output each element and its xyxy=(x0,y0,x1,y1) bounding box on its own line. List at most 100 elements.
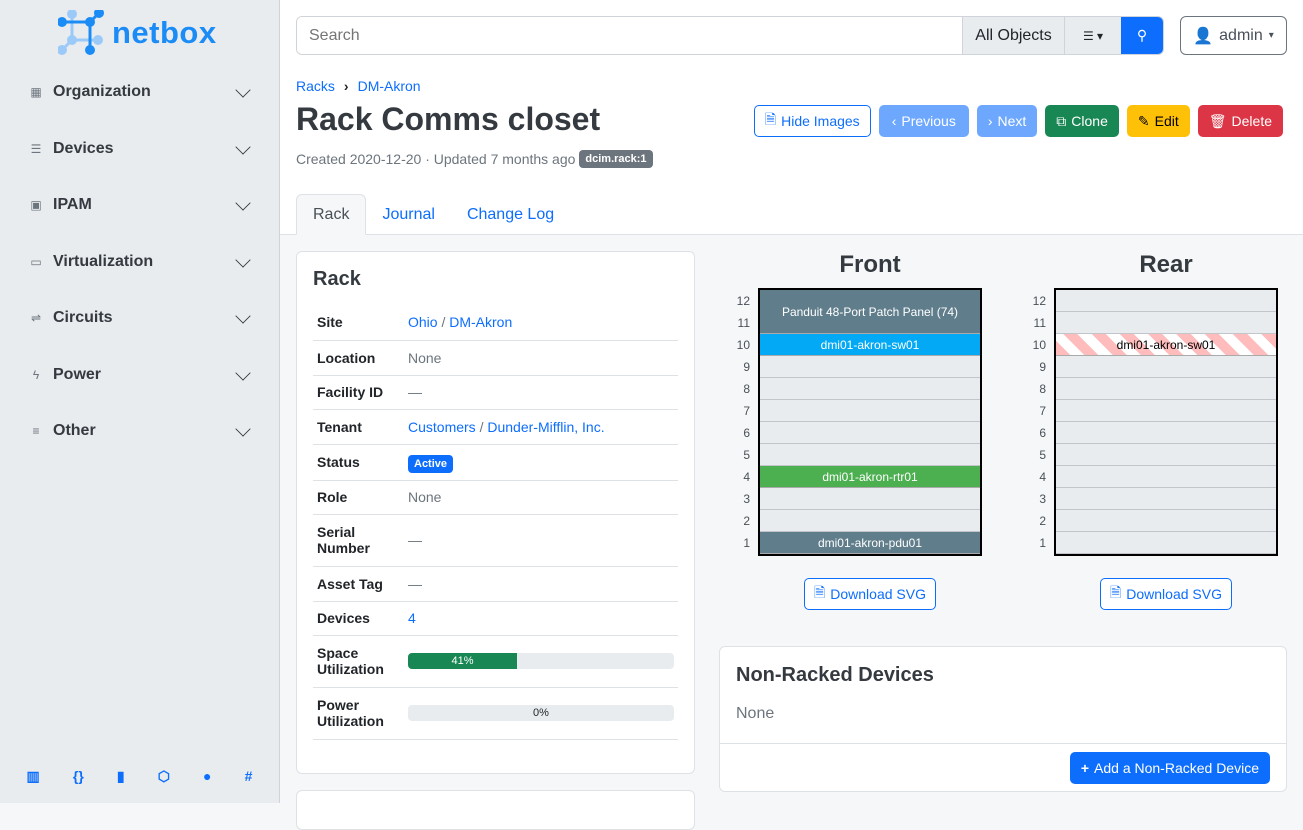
chevron-right-icon: › xyxy=(343,78,349,94)
sidebar-item-ipam[interactable]: ▣ IPAM xyxy=(0,185,279,225)
rack-unit-slot[interactable] xyxy=(760,356,980,378)
rack-unit-slot[interactable] xyxy=(1056,312,1276,334)
rack-unit-slot[interactable] xyxy=(1056,510,1276,532)
tab-change-log[interactable]: Change Log xyxy=(466,205,555,223)
sidebar-item-organization[interactable]: ▦ Organization xyxy=(0,72,279,112)
clone-button[interactable]: ⧉ Clone xyxy=(1045,105,1119,137)
chevron-down-icon xyxy=(235,252,251,268)
rack-unit-slot[interactable] xyxy=(1056,488,1276,510)
created-updated: Created 2020-12-20 · Updated 7 months ag… xyxy=(296,151,576,167)
rack-unit-label: 2 xyxy=(743,514,750,528)
search-button[interactable]: ⚲ xyxy=(1121,17,1163,54)
netbox-logo-icon xyxy=(58,10,104,55)
rear-rack-elevation: dmi01-akron-sw01 xyxy=(1054,288,1278,556)
rack-unit-label: 9 xyxy=(1039,360,1046,374)
rack-unit-label: 3 xyxy=(743,492,750,506)
rack-unit-slot[interactable] xyxy=(760,488,980,510)
status-badge: Active xyxy=(408,455,454,473)
bookmark-icon[interactable]: ▮ xyxy=(116,768,125,784)
rack-unit-label: 11 xyxy=(1033,316,1046,330)
slack-icon[interactable]: # xyxy=(244,768,253,784)
chevron-down-icon xyxy=(235,139,251,155)
github-icon[interactable]: ● xyxy=(203,768,212,784)
add-non-racked-device-button[interactable]: + Add a Non-Racked Device xyxy=(1069,752,1270,784)
pencil-icon: ✎ xyxy=(1137,112,1150,129)
rack-unit-slot[interactable] xyxy=(1056,356,1276,378)
api-icon[interactable]: {} xyxy=(72,768,84,784)
front-rack-elevation: Panduit 48-Port Patch Panel (74) dmi01-ak… xyxy=(758,288,982,556)
rack-device[interactable]: dmi01-akron-sw01 xyxy=(1056,334,1276,356)
tenant-group-link[interactable]: Customers xyxy=(408,418,476,435)
sidebar-item-circuits[interactable]: ⇌ Circuits xyxy=(0,298,279,338)
rack-unit-slot[interactable] xyxy=(1056,290,1276,312)
sidebar-item-power[interactable]: ϟ Power xyxy=(0,355,279,395)
chevron-down-icon xyxy=(235,82,251,98)
rack-unit-slot[interactable] xyxy=(760,422,980,444)
chevron-down-icon xyxy=(235,195,251,211)
hide-images-button[interactable]: 🗎 Hide Images xyxy=(753,105,871,137)
caret-down-icon: ▾ xyxy=(1268,30,1274,41)
next-button[interactable]: › Next xyxy=(976,105,1038,137)
table-row: Space Utilization 41% xyxy=(313,635,678,688)
filter-dropdown[interactable]: ☰ ▾ xyxy=(1064,17,1121,54)
rack-unit-label: 5 xyxy=(1039,448,1046,462)
sidebar-item-other[interactable]: ≡ Other xyxy=(0,411,279,451)
table-row: Devices 4 xyxy=(313,601,678,636)
table-row: Status Active xyxy=(313,444,678,481)
rack-unit-slot[interactable] xyxy=(1056,444,1276,466)
download-svg-rear-button[interactable]: 🗎 Download SVG xyxy=(1100,578,1232,610)
image-icon: 🗎 xyxy=(764,111,777,127)
user-menu[interactable]: 👤 admin ▾ xyxy=(1180,16,1287,55)
tenant-link[interactable]: Dunder-Mifflin, Inc. xyxy=(487,418,605,435)
rack-unit-slot[interactable] xyxy=(760,378,980,400)
rack-unit-label: 4 xyxy=(743,470,750,484)
site-link[interactable]: DM-Akron xyxy=(449,314,513,331)
table-row: Serial Number — xyxy=(313,514,678,567)
devices-count-link[interactable]: 4 xyxy=(408,610,416,626)
graphql-icon[interactable]: ⬡ xyxy=(157,768,170,784)
search-input[interactable] xyxy=(297,17,962,54)
server-icon: ☰ xyxy=(30,142,42,156)
rack-unit-slot[interactable] xyxy=(1056,422,1276,444)
edit-button[interactable]: ✎ Edit xyxy=(1126,105,1190,137)
rack-unit-label: 10 xyxy=(736,338,750,352)
sidebar-item-devices[interactable]: ☰ Devices xyxy=(0,129,279,169)
rack-unit-slot[interactable] xyxy=(1056,378,1276,400)
book-icon[interactable]: ▥ xyxy=(26,768,40,784)
rack-unit-slot[interactable] xyxy=(760,510,980,532)
rack-unit-label: 3 xyxy=(1039,492,1046,506)
building-icon: ▦ xyxy=(30,85,42,99)
rack-device[interactable]: dmi01-akron-rtr01 xyxy=(760,466,980,488)
rack-unit-label: 6 xyxy=(743,426,750,440)
rack-device[interactable]: dmi01-akron-sw01 xyxy=(760,334,980,356)
rack-device[interactable]: Panduit 48-Port Patch Panel (74) xyxy=(760,290,980,334)
table-row: Site Ohio / DM-Akron xyxy=(313,305,678,341)
rack-device[interactable]: dmi01-akron-pdu01 xyxy=(760,532,980,554)
netbox-logo[interactable]: netbox xyxy=(58,10,217,56)
search-scope-select[interactable]: All Objects xyxy=(962,17,1064,54)
region-link[interactable]: Ohio xyxy=(408,314,438,331)
rack-unit-slot[interactable] xyxy=(760,444,980,466)
rack-unit-label: 4 xyxy=(1039,470,1046,484)
rack-unit-slot[interactable] xyxy=(1056,466,1276,488)
delete-button[interactable]: 🗑 Delete xyxy=(1197,105,1283,137)
download-svg-front-button[interactable]: 🗎 Download SVG xyxy=(804,578,936,610)
object-badge: dcim.rack:1 xyxy=(579,150,653,168)
rack-unit-slot[interactable] xyxy=(760,400,980,422)
tab-rack[interactable]: Rack xyxy=(296,194,367,235)
chevron-down-icon xyxy=(235,365,251,381)
breadcrumb-site[interactable]: DM-Akron xyxy=(357,78,421,94)
breadcrumb-racks[interactable]: Racks xyxy=(296,78,335,94)
tab-journal[interactable]: Journal xyxy=(382,205,435,223)
rack-unit-slot[interactable] xyxy=(1056,400,1276,422)
tabs: Rack Journal Change Log xyxy=(296,194,570,235)
rear-elevation-title: Rear xyxy=(1139,251,1193,278)
trash-icon: 🗑 xyxy=(1208,112,1227,129)
rack-unit-slot[interactable] xyxy=(1056,532,1276,554)
non-racked-devices-card: Non-Racked Devices None + Add a Non-Racke… xyxy=(719,646,1287,792)
table-row: Power Utilization 0% xyxy=(313,687,678,740)
sidebar: netbox ▦ Organization ☰ Devices ▣ IPAM ▭ Vir… xyxy=(0,0,280,803)
sidebar-item-virtualization[interactable]: ▭ Virtualization xyxy=(0,242,279,282)
previous-button[interactable]: ‹ Previous xyxy=(878,105,969,137)
rack-unit-label: 6 xyxy=(1039,426,1046,440)
